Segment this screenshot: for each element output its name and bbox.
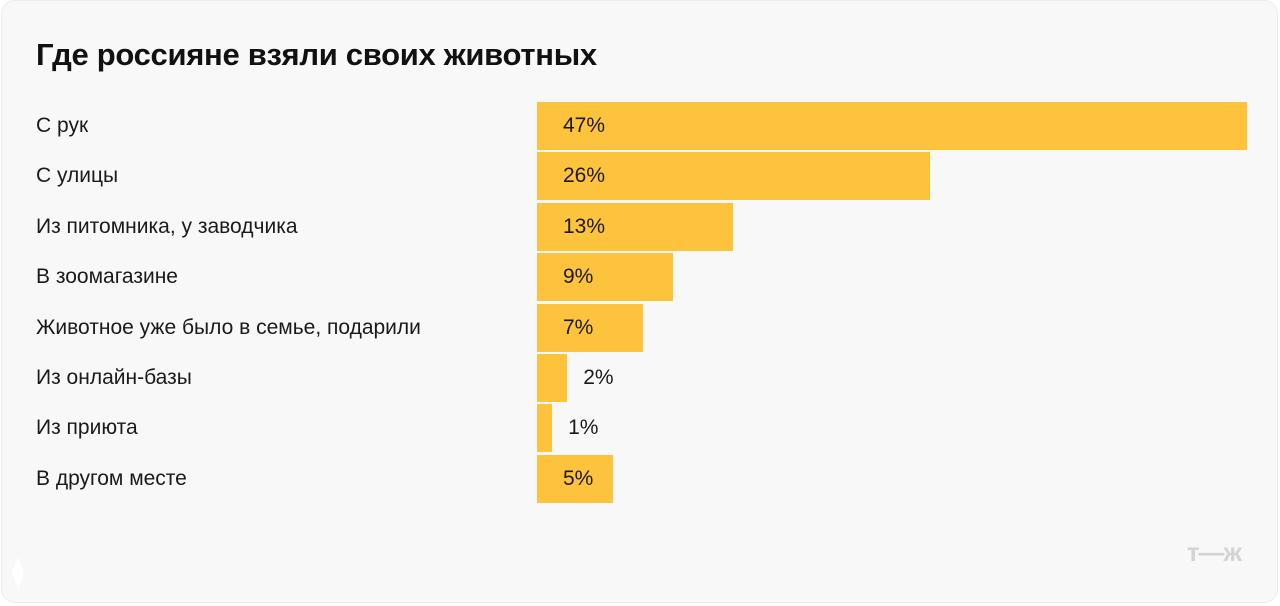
bar: [537, 303, 643, 352]
category-label: В зоомагазине: [36, 265, 178, 289]
data-label: 2%: [583, 366, 614, 389]
bar: [537, 202, 734, 251]
bar: [537, 354, 568, 402]
data-label: 9%: [563, 265, 594, 289]
data-label: 7%: [563, 315, 594, 339]
bar: [537, 152, 930, 201]
data-label: 5%: [563, 466, 594, 490]
chart-title: Где россияне взяли своих животных: [36, 37, 597, 72]
brand-logo: т—ж: [1186, 537, 1242, 567]
bar: [537, 102, 1247, 150]
category-label: Из приюта: [36, 416, 138, 440]
bar: [537, 253, 673, 302]
category-label: С улицы: [36, 164, 119, 188]
data-label: 26%: [563, 164, 606, 188]
data-label: 13%: [563, 214, 606, 238]
bar: [537, 454, 613, 503]
category-label: В другом месте: [36, 466, 187, 490]
category-label: Животное уже было в семье, подарили: [36, 315, 421, 339]
diamond-icon: [12, 557, 24, 589]
data-label: 1%: [568, 416, 599, 440]
category-label: Из питомника, у заводчика: [36, 214, 298, 238]
category-label: Из онлайн-базы: [36, 366, 192, 389]
data-label: 47%: [563, 114, 606, 137]
bar: [537, 404, 553, 453]
category-label: С рук: [36, 114, 89, 137]
